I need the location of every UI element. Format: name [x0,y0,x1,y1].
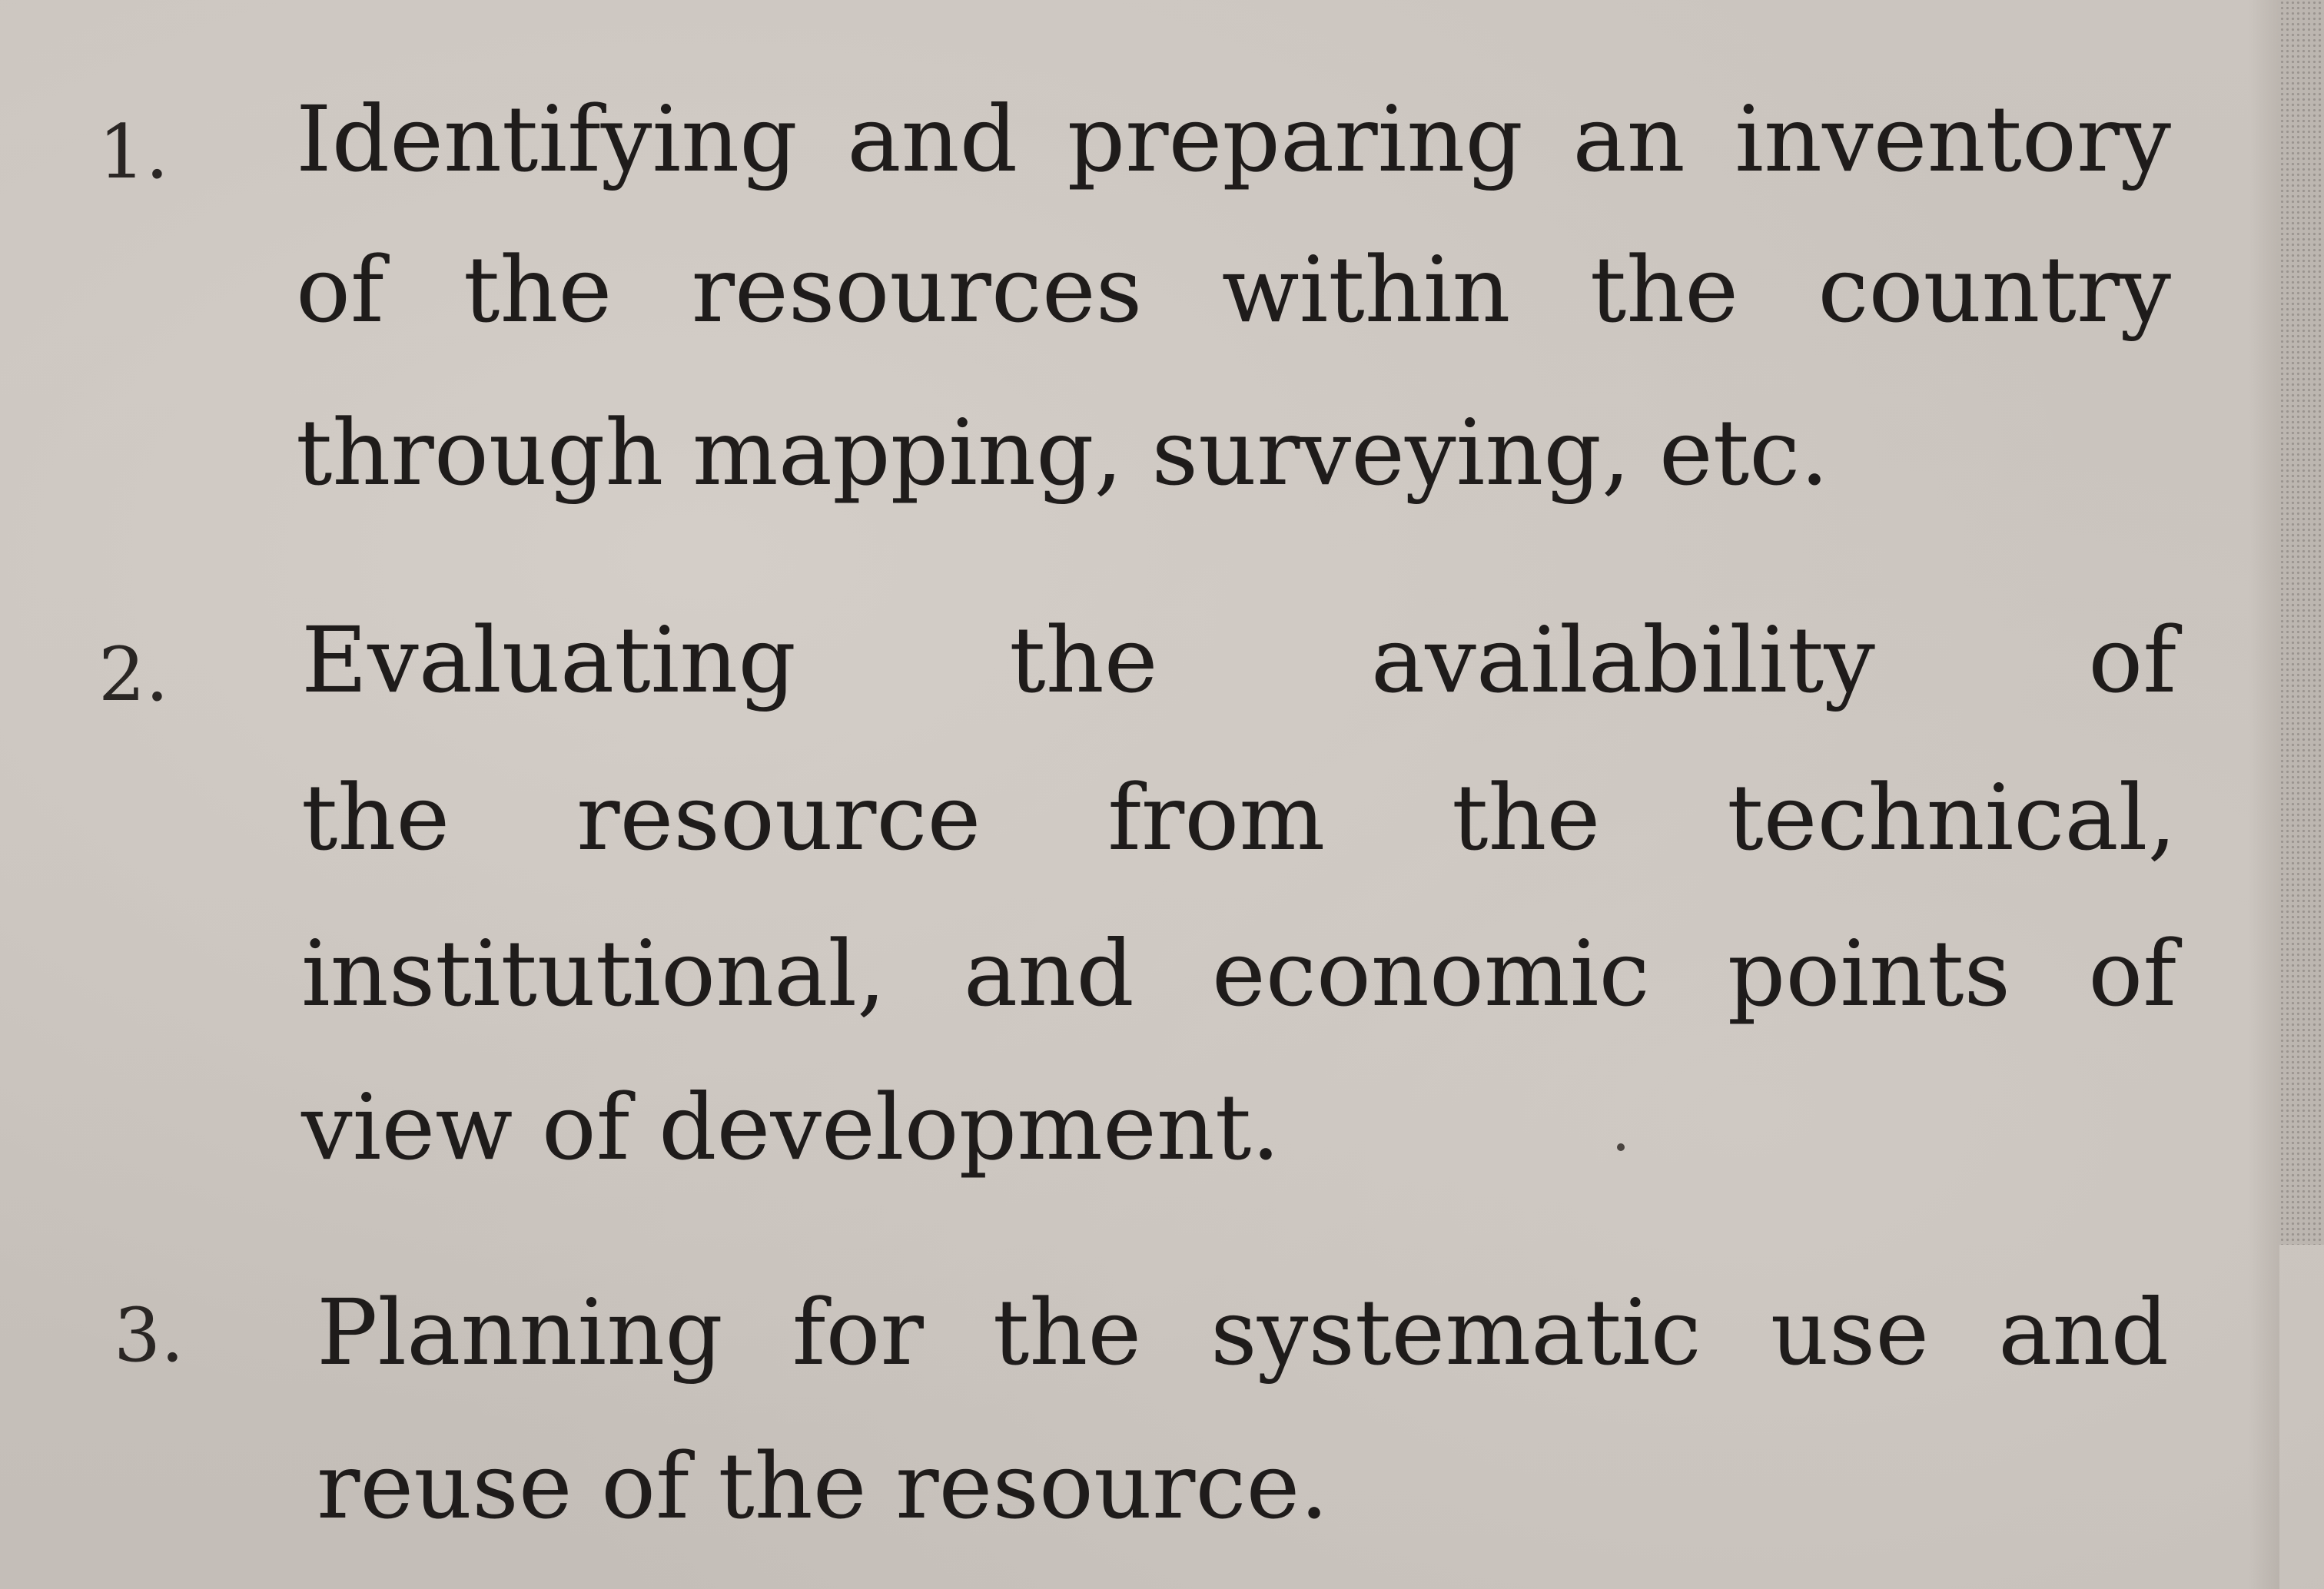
list-item-line: reuse of the resource. [317,1433,1329,1539]
list-item-line: the resource from the technical, [301,765,2176,871]
list-item-number: 2. [98,632,169,718]
list-item-number: 3. [114,1292,184,1378]
list-item-number: 1. [98,109,169,195]
adjacent-page-edge [2279,0,2324,1245]
list-item-line: Planning for the systematic use and [317,1279,2169,1385]
list-item-line: institutional, and economic points of [301,921,2176,1027]
list-item-line: of the resources within the country [296,237,2171,343]
list-item-line: Identifying and preparing an inventory [296,86,2171,192]
page-shadow [2249,0,2279,1589]
list-item-line: through mapping, surveying, etc. [296,400,1829,506]
list-item-line: Evaluating the availability of [301,607,2176,713]
list-item-line: view of development. [301,1074,1280,1180]
ink-speck [1617,1143,1625,1151]
